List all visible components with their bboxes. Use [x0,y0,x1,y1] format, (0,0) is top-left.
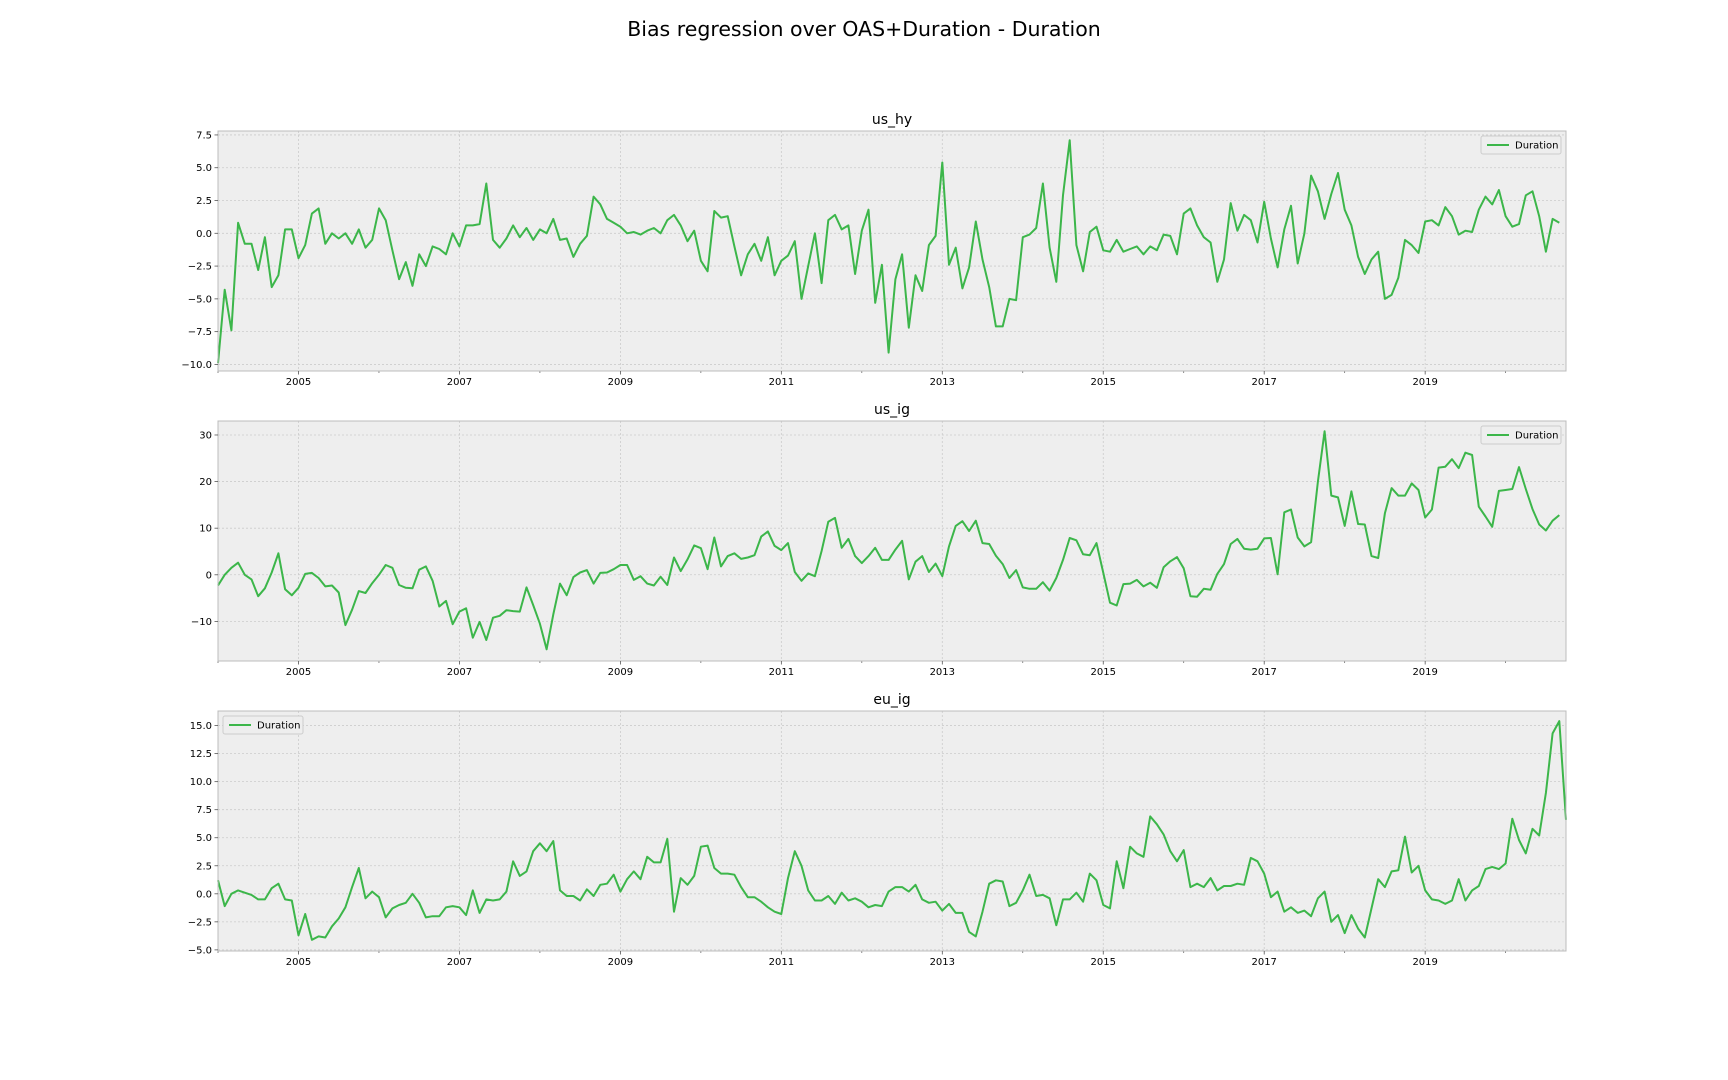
y-tick-label: 0.0 [196,229,212,240]
x-tick-label: 2007 [447,957,472,968]
x-tick-label: 2011 [769,957,794,968]
plot-area [218,421,1566,661]
y-tick-label: 5.0 [196,833,212,844]
x-tick-label: 2015 [1091,377,1116,388]
y-tick-label: 10 [199,524,212,535]
series-line-duration [217,720,1567,941]
axes-frame [217,420,1567,662]
y-tick-label: 0 [206,570,212,581]
y-tick-label: −2.5 [188,917,212,928]
y-tick-label: 0.0 [196,889,212,900]
x-tick-label: 2009 [608,377,633,388]
y-tick-label: −5.0 [188,294,212,305]
plot-area [218,131,1566,371]
subplot-title: us_hy [872,112,912,128]
x-tick-label: 2007 [447,667,472,678]
x-tick-label: 2015 [1091,957,1116,968]
y-tick-label: −2.5 [188,262,212,273]
y-tick-label: 2.5 [196,861,212,872]
x-tick-label: 2015 [1091,667,1116,678]
y-tick-label: −5.0 [188,945,212,956]
x-tick-label: 2011 [769,667,794,678]
figure-title: Bias regression over OAS+Duration - Dura… [627,17,1101,41]
y-tick-label: 20 [199,477,212,488]
x-tick-label: 2005 [286,377,311,388]
legend-box [1480,135,1562,155]
x-tick-label: 2009 [608,667,633,678]
x-tick-label: 2013 [930,377,955,388]
series-line-duration [217,430,1560,651]
x-tick-label: 2019 [1412,957,1437,968]
y-tick-label: 7.5 [196,805,212,816]
x-tick-label: 2007 [447,377,472,388]
legend-label: Duration [1515,141,1558,152]
subplot-title: us_ig [874,402,910,418]
x-tick-label: 2017 [1251,667,1276,678]
legend-label: Duration [257,721,300,732]
y-tick-label: 7.5 [196,130,212,141]
x-tick-label: 2019 [1412,377,1437,388]
series-line-duration [217,139,1560,364]
x-tick-label: 2005 [286,957,311,968]
x-tick-label: 2017 [1251,957,1276,968]
y-tick-label: 15.0 [190,721,212,732]
axes-frame [217,710,1567,952]
x-tick-label: 2011 [769,377,794,388]
x-tick-label: 2013 [930,667,955,678]
x-tick-label: 2013 [930,957,955,968]
plot-area [218,711,1566,951]
y-tick-label: −10.0 [181,360,212,371]
x-tick-label: 2019 [1412,667,1437,678]
x-tick-label: 2017 [1251,377,1276,388]
y-tick-label: 12.5 [190,749,212,760]
y-tick-label: −10 [191,617,212,628]
legend-box [222,715,304,735]
axes-frame [217,130,1567,372]
y-tick-label: 2.5 [196,196,212,207]
y-tick-label: 5.0 [196,163,212,174]
subplot-title: eu_ig [873,692,910,708]
x-tick-label: 2009 [608,957,633,968]
x-tick-label: 2005 [286,667,311,678]
legend-box [1480,425,1562,445]
y-tick-label: −7.5 [188,327,212,338]
y-tick-label: 30 [199,430,212,441]
legend-label: Duration [1515,431,1558,442]
y-tick-label: 10.0 [190,777,212,788]
